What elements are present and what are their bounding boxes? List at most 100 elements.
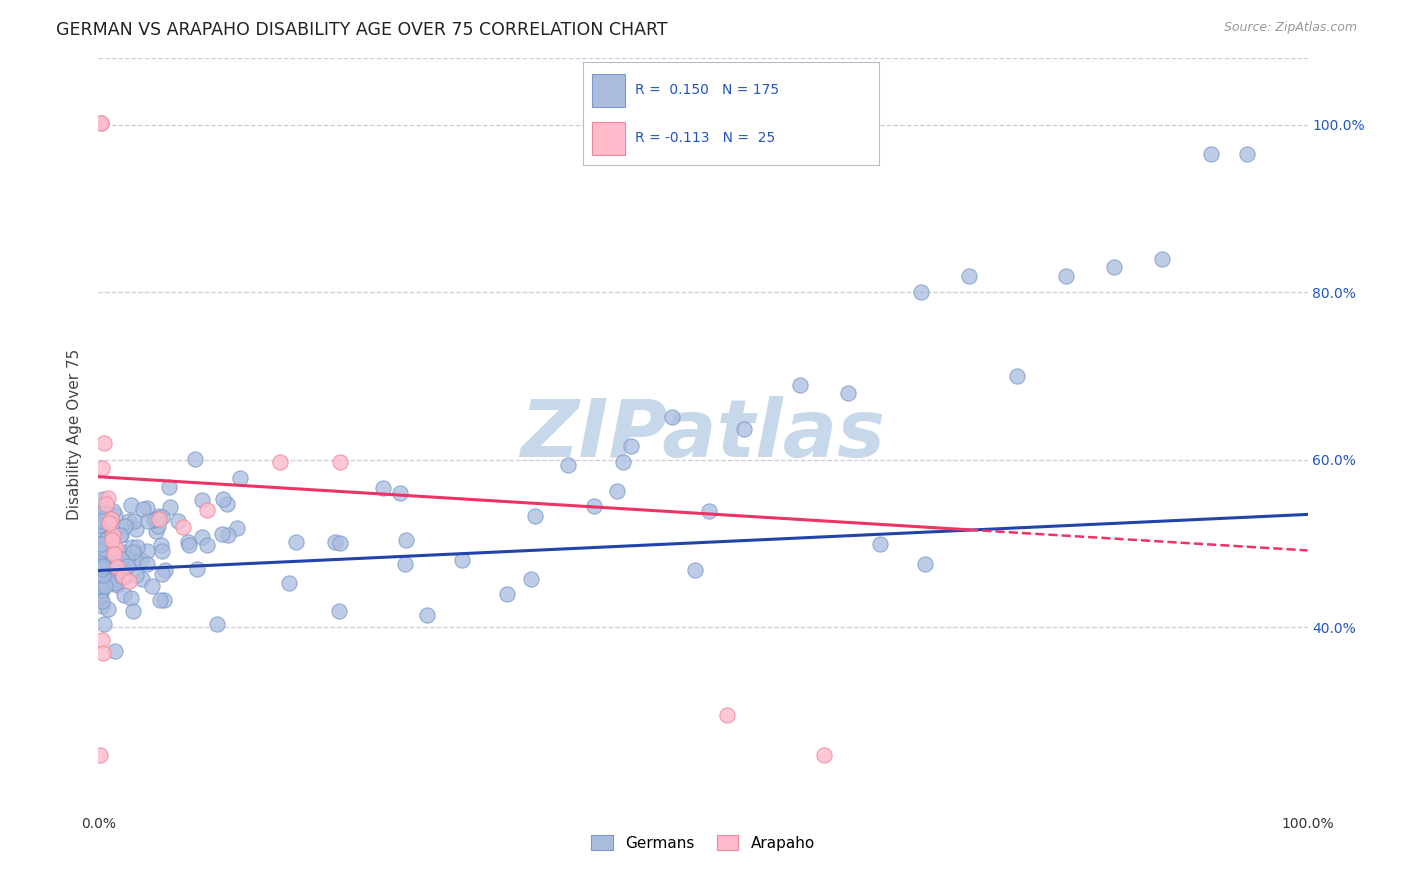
Bar [592, 122, 624, 155]
Point [697, 504, 720, 518]
Point [103, 546, 125, 560]
Point [91, 538, 114, 552]
Point [115, 559, 138, 574]
Point [100, 533, 122, 547]
Point [167, 514, 190, 528]
Point [914, 558, 936, 572]
Point [389, 485, 412, 500]
Point [89, 533, 111, 548]
Point [131, 572, 153, 586]
Point [104, 567, 127, 582]
Point [136, 514, 159, 528]
Point [135, 544, 157, 558]
Point [323, 534, 346, 549]
Point [90, 116, 112, 130]
Point [118, 574, 141, 589]
Point [89, 527, 111, 541]
Point [1236, 147, 1258, 161]
Point [606, 483, 628, 498]
Point [148, 508, 170, 523]
Text: GERMAN VS ARAPAHO DISABILITY AGE OVER 75 CORRELATION CHART: GERMAN VS ARAPAHO DISABILITY AGE OVER 75… [56, 21, 668, 38]
Point [135, 501, 157, 516]
Point [89, 572, 111, 586]
Point [122, 545, 145, 559]
Point [215, 497, 238, 511]
Point [90, 574, 112, 588]
Point [93, 616, 115, 631]
Point [91, 562, 114, 576]
Point [496, 587, 519, 601]
Point [91, 492, 114, 507]
Point [103, 575, 125, 590]
Point [329, 455, 352, 469]
Point [150, 567, 173, 582]
Point [104, 576, 127, 591]
Point [97, 491, 120, 505]
Point [451, 553, 474, 567]
Text: Source: ZipAtlas.com: Source: ZipAtlas.com [1223, 21, 1357, 34]
Point [150, 510, 173, 524]
Point [94, 500, 117, 515]
Point [110, 552, 132, 566]
Point [97, 602, 120, 616]
Point [277, 576, 299, 591]
Text: ZIPatlas: ZIPatlas [520, 396, 886, 474]
Point [89, 524, 111, 539]
Point [661, 409, 683, 424]
Point [89, 517, 111, 532]
Point [97, 549, 120, 564]
Point [89, 517, 111, 532]
Point [125, 567, 148, 582]
Point [93, 542, 115, 557]
Point [91, 507, 114, 521]
Point [733, 422, 755, 436]
Point [683, 563, 706, 577]
Point [150, 538, 173, 552]
Point [837, 386, 859, 401]
Point [90, 553, 112, 567]
Point [145, 524, 167, 538]
Point [89, 591, 111, 605]
Point [90, 544, 112, 558]
Point [150, 544, 173, 558]
Point [93, 559, 115, 574]
Point [121, 541, 143, 555]
Point [91, 541, 114, 556]
Point [89, 589, 111, 603]
Legend: Germans, Arapaho: Germans, Arapaho [585, 829, 821, 857]
Point [104, 558, 127, 572]
Point [120, 591, 142, 605]
Point [395, 533, 418, 547]
Point [98, 516, 121, 530]
Point [101, 516, 124, 531]
Point [98, 529, 121, 543]
Point [90, 545, 112, 559]
Point [1102, 260, 1125, 275]
Point [1054, 268, 1077, 283]
Text: R = -0.113   N =  25: R = -0.113 N = 25 [636, 131, 776, 145]
Point [394, 558, 416, 572]
Point [520, 572, 543, 586]
Point [89, 531, 111, 545]
Point [90, 555, 112, 569]
Point [612, 454, 634, 468]
Point [110, 527, 132, 541]
Point [89, 558, 111, 572]
Point [217, 527, 239, 541]
Point [143, 513, 166, 527]
Point [125, 522, 148, 536]
Point [416, 607, 439, 622]
Y-axis label: Disability Age Over 75: Disability Age Over 75 [67, 350, 83, 520]
Point [90, 509, 112, 524]
Point [111, 569, 134, 583]
Point [96, 532, 118, 546]
Point [285, 535, 308, 549]
Point [89, 537, 111, 551]
Point [957, 268, 980, 283]
Point [98, 533, 121, 547]
Point [104, 541, 127, 555]
Point [114, 519, 136, 533]
Point [557, 458, 579, 473]
Point [716, 708, 738, 723]
Point [90, 536, 112, 550]
